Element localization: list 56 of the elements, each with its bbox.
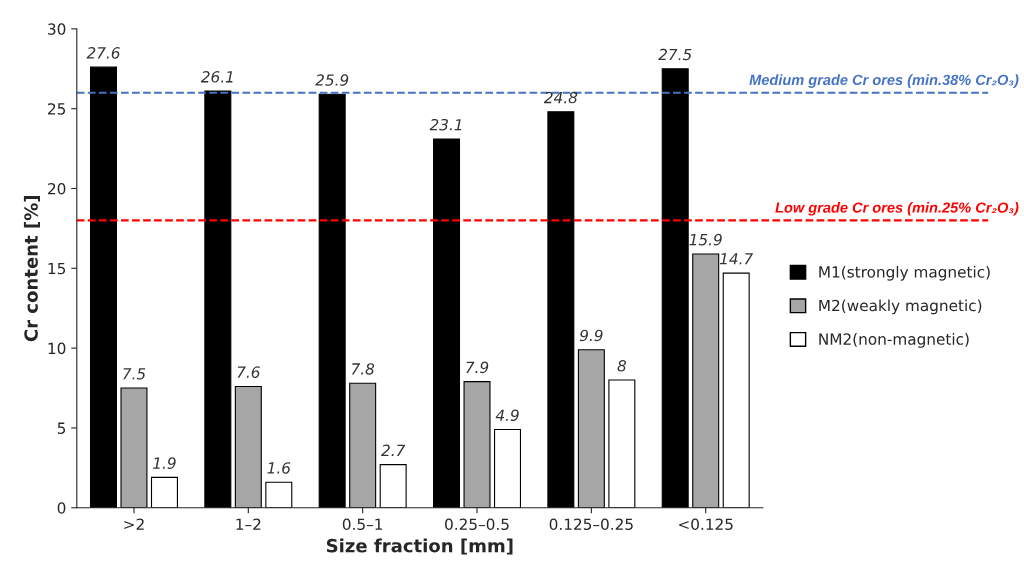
x-axis-title: Size fraction [mm] (326, 538, 513, 555)
data-label: 9.9 (579, 329, 603, 342)
x-tick-label: 0.5–1 (342, 518, 383, 530)
bar (204, 90, 232, 508)
bar (318, 93, 346, 508)
data-label: 7.9 (466, 361, 489, 374)
data-label: 7.8 (351, 363, 375, 375)
y-tick-label: 25 (48, 103, 66, 115)
data-label: 27.6 (86, 47, 120, 59)
bar (265, 481, 293, 508)
x-tick-label: 1–2 (236, 518, 261, 530)
ref-line-label: Low grade Cr ores (min.25% Cr₂O₃) (775, 202, 1019, 216)
bar (120, 387, 148, 508)
y-tick-label: 15 (48, 262, 66, 275)
legend-label: NM2(non-magnetic) (819, 333, 969, 348)
bar (379, 464, 407, 508)
x-tick-label: >2 (124, 518, 144, 530)
data-label: 7.5 (123, 368, 146, 380)
y-tick-label: 0 (57, 502, 66, 514)
bar (577, 349, 605, 508)
data-label: 24.8 (543, 91, 578, 104)
bar (722, 272, 750, 508)
x-tick-label: <0.125 (679, 518, 733, 530)
bar (692, 253, 720, 508)
data-label: 8 (617, 359, 627, 372)
data-label: 15.9 (689, 233, 722, 246)
bar (493, 428, 522, 508)
data-label: 23.1 (429, 118, 462, 131)
data-label: 1.6 (267, 462, 291, 474)
bar (89, 66, 117, 508)
data-label: 27.5 (658, 48, 692, 61)
bar (463, 381, 491, 508)
data-label: 4.9 (495, 409, 519, 422)
data-label: 26.1 (200, 71, 233, 83)
y-tick-label: 20 (48, 182, 66, 195)
y-axis-title: Cr content [%] (23, 196, 41, 342)
bar (349, 382, 377, 508)
y-tick-label: 30 (48, 23, 66, 35)
y-tick-label: 5 (57, 422, 66, 434)
x-tick-label: 0.125–0.25 (549, 518, 633, 530)
bar (234, 385, 262, 508)
bar (433, 138, 461, 508)
data-label: 2.7 (381, 444, 406, 456)
data-label: 7.6 (237, 366, 260, 378)
data-label: 1.9 (153, 457, 176, 469)
data-label: 25.9 (315, 74, 349, 86)
legend-label: M2(weakly magnetic) (819, 299, 982, 315)
bar (608, 379, 636, 508)
y-tick-label: 10 (48, 342, 66, 355)
data-label: 14.7 (719, 253, 754, 265)
x-tick-label: 0.25–0.5 (445, 518, 509, 530)
ref-line-label: Medium grade Cr ores (min.38% Cr₂O₃) (749, 74, 1019, 88)
legend-label: M1(strongly magnetic) (819, 265, 990, 281)
bar (661, 68, 689, 508)
bar (547, 111, 575, 508)
bar (150, 476, 178, 508)
